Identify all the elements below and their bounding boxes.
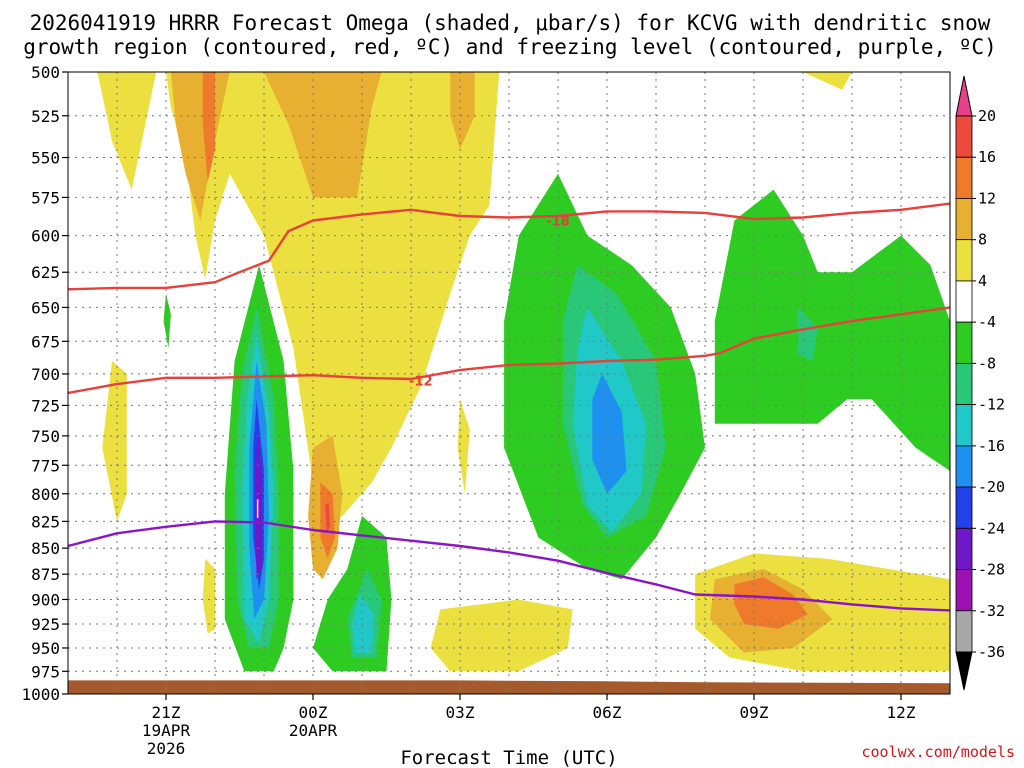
y-tick-label-675: 675 (31, 332, 60, 351)
colorbar-swatch-6 (955, 362, 973, 406)
y-tick-label-850: 850 (31, 539, 60, 558)
plot-frame (67, 71, 951, 695)
colorbar-swatch-12 (955, 610, 973, 653)
y-tick-label-625: 625 (31, 263, 60, 282)
y-tick-label-600: 600 (31, 227, 60, 246)
y-axis: 500 525 550 575 600 625 650 675 700 725 750 775 800 8… (21, 63, 68, 704)
x-tick-label-4: 09Z (740, 703, 769, 722)
x-tick-label-3: 06Z (593, 703, 622, 722)
colorbar-swatch-3 (955, 239, 973, 282)
contour-line-3 (68, 520, 950, 612)
omega-region-gold-top-mid (264, 72, 382, 198)
ground-surface (68, 680, 950, 694)
colorbar-label-7: -12 (978, 396, 1005, 414)
x-tick-label-1: 00Z (299, 703, 328, 722)
omega-region-yellow-small-mid (457, 399, 470, 494)
y-tick-label-650: 650 (31, 298, 60, 317)
colorbar-label-3: 8 (978, 231, 987, 249)
colorbar-label-13: -36 (978, 643, 1005, 661)
colorbar-swatch-0 (955, 115, 973, 158)
colorbar-label-12: -32 (978, 602, 1005, 620)
contour-line-2 (68, 306, 950, 395)
x-tick-date-0: 19APR (142, 721, 191, 740)
omega-region-yellow-small-left (202, 558, 215, 634)
x-axis-title: Forecast Time (UTC) (400, 747, 617, 768)
omega-region-red-mid (325, 502, 331, 533)
colorbar-label-9: -20 (978, 478, 1005, 496)
x-tick-label-2: 03Z (446, 703, 475, 722)
y-tick-label-925: 925 (31, 615, 60, 634)
omega-region-yellow-left-top (97, 72, 157, 190)
y-tick-label-575: 575 (31, 188, 60, 207)
contour-label-2: -12 (409, 374, 433, 389)
chart-title-line-2: growth region (contoured, red, ºC) and f… (23, 35, 997, 59)
colorbar-label-11: -28 (978, 561, 1005, 579)
omega-region-orange-top-left (202, 72, 215, 182)
omega-region-gold-top-right (450, 72, 475, 150)
colorbar-label-2: 12 (978, 189, 996, 207)
x-tick-label-0: 21Z (152, 703, 181, 722)
grid-lines (68, 72, 950, 694)
contour-label-1: -18 (546, 215, 570, 230)
colorbar-label-6: -8 (978, 354, 996, 372)
x-tick-date-1: 20APR (289, 721, 338, 740)
y-tick-label-750: 750 (31, 427, 60, 446)
y-tick-label-800: 800 (31, 485, 60, 504)
colorbar-label-8: -16 (978, 437, 1005, 455)
omega-region-yellow-top-right (803, 72, 852, 90)
y-tick-label-1000: 1000 (21, 685, 60, 704)
colorbar-bottom-arrow (955, 651, 973, 691)
colorbar-swatch-1 (955, 156, 973, 199)
omega-region-violet-left (255, 423, 262, 580)
omega-region-orange-bottom-right (734, 577, 808, 629)
colorbar-swatch-10 (955, 527, 973, 570)
y-tick-label-725: 725 (31, 396, 60, 415)
plot-area: -18 -12 (67, 71, 951, 695)
colorbar-swatch-2 (955, 198, 973, 241)
omega-region-teal-right (798, 307, 818, 361)
colorbar-swatch-8 (955, 445, 973, 488)
colorbar-label-1: 16 (978, 148, 996, 166)
y-tick-label-825: 825 (31, 512, 60, 531)
y-tick-label-875: 875 (31, 565, 60, 584)
colorbar-label-4: 4 (978, 272, 987, 290)
y-tick-label-525: 525 (31, 107, 60, 126)
omega-region-green-left-small (163, 293, 171, 348)
colorbar-swatch-9 (955, 486, 973, 529)
colorbar: 20 16 12 8 4 -4 -8 -12 -16 -20 -24 -28 -32 -36 (955, 75, 1005, 691)
colorbar-swatch-11 (955, 569, 973, 612)
y-tick-label-550: 550 (31, 149, 60, 168)
omega-region-green-right (714, 189, 950, 471)
omega-region-yellow-bottom-mid (430, 599, 573, 672)
colorbar-label-5: -4 (978, 313, 996, 331)
y-tick-label-500: 500 (31, 63, 60, 82)
colorbar-top-arrow (955, 75, 973, 117)
x-tick-year-0: 2026 (147, 739, 186, 758)
contour-lines: -18 -12 (68, 202, 950, 612)
contour-line-1 (68, 202, 950, 291)
chart-title-line-1: 2026041919 HRRR Forecast Omega (shaded, … (30, 11, 991, 35)
x-tick-label-5: 12Z (887, 703, 916, 722)
y-tick-label-950: 950 (31, 639, 60, 658)
colorbar-swatch-7 (955, 404, 973, 447)
colorbar-swatch-4 (955, 280, 973, 323)
omega-region-yellow-upper-main (166, 72, 500, 527)
y-tick-label-900: 900 (31, 590, 60, 609)
y-tick-label-700: 700 (31, 365, 60, 384)
colorbar-label-10: -24 (978, 519, 1005, 537)
colorbar-swatch-5 (955, 321, 973, 364)
y-tick-label-775: 775 (31, 456, 60, 475)
omega-region-yellow-left-mid (102, 361, 127, 522)
colorbar-label-0: 20 (978, 107, 996, 125)
ground-layer (68, 680, 950, 694)
omega-shading (97, 72, 950, 672)
y-tick-label-975: 975 (31, 662, 60, 681)
credit-link[interactable]: coolwx.com/models (861, 743, 1015, 761)
omega-region-blue-center (592, 373, 627, 494)
